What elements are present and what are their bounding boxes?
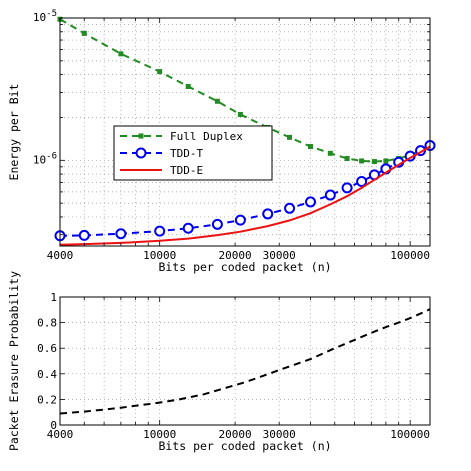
legend-entry-full-duplex: Full Duplex	[120, 130, 243, 143]
x-tick-label: 100000	[390, 249, 430, 262]
legend: Full Duplex TDD-T TDD-E	[113, 125, 273, 181]
data-point	[287, 134, 293, 140]
data-point	[304, 196, 316, 208]
erasure-x-axis-label: Bits per coded packet (n)	[158, 439, 331, 453]
legend-marker	[135, 147, 147, 159]
x-tick-label: 30000	[263, 428, 296, 441]
energy-x-axis-label: Bits per coded packet (n)	[158, 260, 331, 274]
legend-label: TDD-E	[170, 164, 203, 177]
y-tick-label: 0.4	[37, 368, 57, 381]
data-point	[211, 218, 223, 230]
erasure-ticks: 4000 10000 20000 30000 100000 0 0.2 0.4 0.6 0.8 1	[37, 291, 430, 441]
y-tick-label: 10-5	[33, 9, 57, 24]
data-point	[157, 69, 163, 75]
data-point	[81, 30, 87, 36]
x-tick-label: 20000	[219, 428, 252, 441]
y-tick-label: 0.6	[37, 342, 57, 355]
data-point	[371, 159, 377, 165]
energy-chart: 4000 10000 20000 30000 100000 10-5 10-6 Bits p…	[7, 9, 436, 274]
energy-plot-frame	[59, 17, 431, 247]
erasure-grid	[59, 296, 430, 426]
legend-marker	[138, 133, 144, 139]
legend-label: Full Duplex	[170, 130, 243, 143]
data-point	[234, 214, 246, 226]
data-point	[359, 158, 365, 164]
data-point	[341, 182, 353, 194]
data-point	[356, 175, 368, 187]
series-line-tdd-e	[59, 145, 431, 246]
data-point	[307, 144, 313, 150]
legend-label: TDD-T	[170, 147, 203, 160]
data-point	[383, 158, 389, 164]
data-point	[324, 189, 336, 201]
data-point	[118, 51, 124, 57]
data-point	[214, 98, 220, 104]
data-point	[237, 111, 243, 117]
x-tick-label: 4000	[47, 428, 74, 441]
x-tick-label: 30000	[263, 249, 296, 262]
energy-y-axis-label: Energy per Bit	[7, 84, 21, 181]
y-tick-label: 1	[50, 291, 57, 304]
x-tick-label: 10000	[143, 428, 176, 441]
series-line-erasure-probability	[59, 308, 431, 415]
x-tick-label: 4000	[47, 249, 74, 262]
energy-ticks: 4000 10000 20000 30000 100000 10-5 10-6	[33, 9, 430, 262]
erasure-plot-frame	[59, 296, 431, 426]
data-point	[185, 84, 191, 90]
x-tick-label: 20000	[219, 249, 252, 262]
y-tick-label: 0.8	[37, 317, 57, 330]
x-tick-label: 100000	[390, 428, 430, 441]
data-point	[262, 208, 274, 220]
legend-entry-tdd-t: TDD-T	[120, 147, 203, 160]
legend-entry-tdd-e: TDD-E	[120, 164, 203, 177]
energy-series	[54, 16, 436, 246]
data-point	[182, 222, 194, 234]
data-point	[344, 155, 350, 161]
erasure-series	[59, 308, 431, 415]
erasure-chart: 4000 10000 20000 30000 10000000.20.40.60.81 …	[7, 271, 431, 453]
y-tick-label: 10-6	[33, 151, 57, 166]
data-point	[154, 225, 166, 237]
y-tick-label: 0	[50, 419, 57, 432]
data-point	[115, 228, 127, 240]
data-point	[78, 229, 90, 241]
erasure-y-axis-label: Packet Erasure Probability	[7, 271, 21, 451]
data-point	[327, 150, 333, 156]
data-point	[284, 202, 296, 214]
x-tick-label: 10000	[143, 249, 176, 262]
y-tick-label: 0.2	[37, 393, 57, 406]
